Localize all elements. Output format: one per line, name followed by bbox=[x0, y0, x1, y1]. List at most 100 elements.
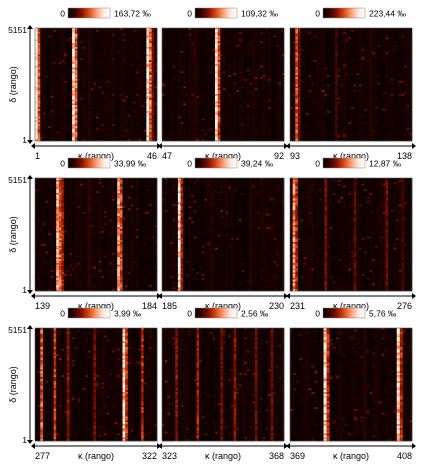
heatmap-cell bbox=[133, 111, 136, 113]
heatmap-cell bbox=[38, 86, 41, 88]
heatmap-cell bbox=[107, 58, 110, 60]
heatmap-cell bbox=[220, 69, 223, 71]
heatmap-cell bbox=[109, 107, 112, 109]
heatmap-cell bbox=[207, 73, 210, 75]
heatmap-cell bbox=[38, 100, 41, 102]
heatmap-cell bbox=[234, 135, 237, 137]
heatmap-cell bbox=[226, 90, 229, 92]
heatmap-cell bbox=[91, 120, 94, 122]
heatmap-cell bbox=[54, 45, 57, 47]
heatmap-cell bbox=[231, 103, 234, 105]
heatmap-cell bbox=[204, 90, 207, 92]
heatmap-cell bbox=[85, 132, 88, 134]
heatmap-cell bbox=[202, 81, 205, 83]
heatmap-cell bbox=[152, 54, 155, 56]
heatmap-cell bbox=[152, 100, 155, 102]
heatmap-cell bbox=[112, 113, 115, 115]
heatmap-cell bbox=[252, 68, 255, 70]
heatmap-cell bbox=[189, 86, 192, 88]
heatmap-cell bbox=[80, 96, 83, 98]
heatmap-cell bbox=[130, 115, 133, 117]
heatmap-cell bbox=[85, 117, 88, 119]
heatmap-cell bbox=[194, 68, 197, 70]
heatmap-cell bbox=[204, 49, 207, 51]
heatmap-cell bbox=[218, 36, 221, 38]
heatmap-cell bbox=[43, 75, 46, 77]
heatmap-cell bbox=[101, 71, 104, 73]
heatmap-cell bbox=[181, 34, 184, 36]
heatmap-cell bbox=[194, 94, 197, 96]
heatmap-cell bbox=[54, 103, 57, 105]
heatmap-cell bbox=[38, 103, 41, 105]
heatmap-cell bbox=[38, 36, 41, 38]
heatmap-cell bbox=[80, 51, 83, 53]
heatmap-cell bbox=[244, 83, 247, 85]
heatmap-cell bbox=[138, 135, 141, 137]
heatmap-cell bbox=[204, 30, 207, 32]
heatmap-cell bbox=[62, 90, 65, 92]
heatmap-cell bbox=[215, 66, 218, 68]
heatmap-cell bbox=[59, 133, 62, 135]
heatmap-cell bbox=[173, 126, 176, 128]
heatmap-cell bbox=[136, 100, 139, 102]
heatmap-cell bbox=[146, 133, 149, 135]
heatmap-cell bbox=[228, 45, 231, 47]
heatmap-cell bbox=[149, 105, 152, 107]
heatmap-cell bbox=[46, 111, 49, 113]
heatmap-cell bbox=[175, 124, 178, 126]
heatmap-cell bbox=[255, 30, 258, 32]
heatmap-cell bbox=[80, 122, 83, 124]
heatmap-cell bbox=[242, 56, 245, 58]
heatmap-cell bbox=[146, 41, 149, 43]
heatmap-cell bbox=[204, 88, 207, 90]
heatmap-cell bbox=[242, 36, 245, 38]
heatmap-cell bbox=[223, 56, 226, 58]
heatmap-cell bbox=[125, 118, 128, 120]
heatmap-cell bbox=[181, 120, 184, 122]
heatmap-cell bbox=[252, 100, 255, 102]
heatmap-cell bbox=[215, 83, 218, 85]
heatmap-cell bbox=[117, 28, 120, 30]
heatmap-cell bbox=[234, 130, 237, 132]
heatmap-cell bbox=[67, 83, 70, 85]
heatmap-cell bbox=[80, 100, 83, 102]
heatmap-cell bbox=[194, 58, 197, 60]
heatmap-cell bbox=[133, 62, 136, 64]
heatmap-cell bbox=[199, 83, 202, 85]
heatmap-cell bbox=[101, 117, 104, 119]
heatmap-cell bbox=[252, 135, 255, 137]
heatmap-cell bbox=[136, 43, 139, 45]
heatmap-cell bbox=[85, 60, 88, 62]
heatmap-cell bbox=[64, 100, 67, 102]
heatmap-cell bbox=[83, 36, 86, 38]
heatmap-cell bbox=[51, 98, 54, 100]
heatmap-cell bbox=[146, 69, 149, 71]
heatmap-cell bbox=[218, 130, 221, 132]
heatmap-cell bbox=[231, 101, 234, 103]
heatmap-cell bbox=[80, 133, 83, 135]
heatmap-cell bbox=[46, 36, 49, 38]
heatmap-cell bbox=[138, 111, 141, 113]
heatmap-cell bbox=[191, 41, 194, 43]
heatmap-cell bbox=[189, 115, 192, 117]
heatmap-cell bbox=[93, 58, 96, 60]
heatmap-cell bbox=[226, 130, 229, 132]
heatmap-cell bbox=[255, 135, 258, 137]
heatmap-cell bbox=[167, 77, 170, 79]
heatmap-cell bbox=[35, 36, 38, 38]
heatmap-cell bbox=[204, 68, 207, 70]
heatmap-cell bbox=[115, 56, 118, 58]
heatmap-cell bbox=[88, 135, 91, 137]
heatmap-cell bbox=[167, 113, 170, 115]
heatmap-cell bbox=[212, 130, 215, 132]
heatmap-cell bbox=[130, 111, 133, 113]
heatmap-cell bbox=[210, 124, 213, 126]
heatmap-cell bbox=[93, 90, 96, 92]
heatmap-cell bbox=[196, 60, 199, 62]
heatmap-cell bbox=[48, 62, 51, 64]
heatmap-cell bbox=[133, 128, 136, 130]
heatmap-cell bbox=[99, 133, 102, 135]
heatmap-cell bbox=[96, 39, 99, 41]
heatmap-cell bbox=[181, 117, 184, 119]
heatmap-cell bbox=[228, 113, 231, 115]
